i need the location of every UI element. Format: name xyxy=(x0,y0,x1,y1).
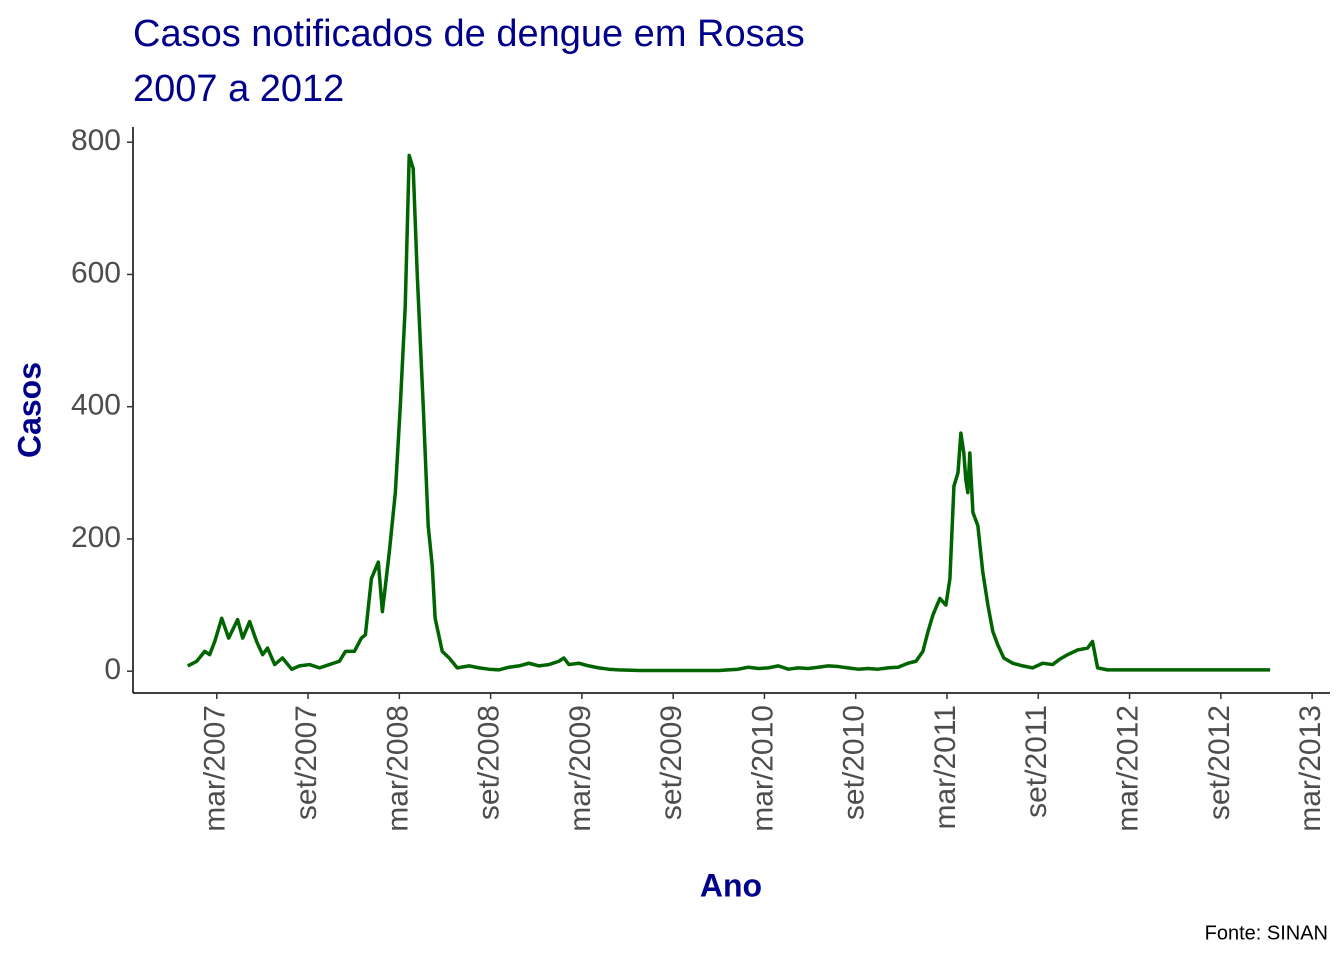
x-tick-label: mar/2007 xyxy=(199,705,232,832)
y-axis-title: Casos xyxy=(11,362,47,458)
x-tick-label: set/2008 xyxy=(473,705,506,820)
y-tick-label: 400 xyxy=(71,389,121,422)
chart-title: Casos notificados de dengue em Rosas xyxy=(133,13,805,55)
x-tick-label: mar/2011 xyxy=(929,705,962,830)
x-tick-label: mar/2012 xyxy=(1111,705,1144,832)
x-axis-title: Ano xyxy=(700,867,762,903)
x-tick-label: set/2011 xyxy=(1020,705,1053,818)
caption: Fonte: SINAN xyxy=(1205,922,1328,944)
y-tick-label: 200 xyxy=(71,521,121,554)
x-tick-label: set/2012 xyxy=(1203,705,1236,820)
chart-subtitle: 2007 a 2012 xyxy=(133,68,344,110)
x-tick-label: mar/2008 xyxy=(381,705,414,832)
y-tick-label: 600 xyxy=(71,256,121,289)
x-tick-label: mar/2010 xyxy=(746,705,779,832)
y-tick-label: 0 xyxy=(104,653,121,686)
x-tick-label: mar/2013 xyxy=(1294,705,1327,832)
x-tick-label: set/2007 xyxy=(290,705,323,820)
x-tick-label: set/2009 xyxy=(655,705,688,820)
x-tick-label: set/2010 xyxy=(838,705,871,820)
data-line xyxy=(186,153,1271,673)
y-tick-label: 800 xyxy=(71,124,121,157)
x-tick-label: mar/2009 xyxy=(564,705,597,832)
